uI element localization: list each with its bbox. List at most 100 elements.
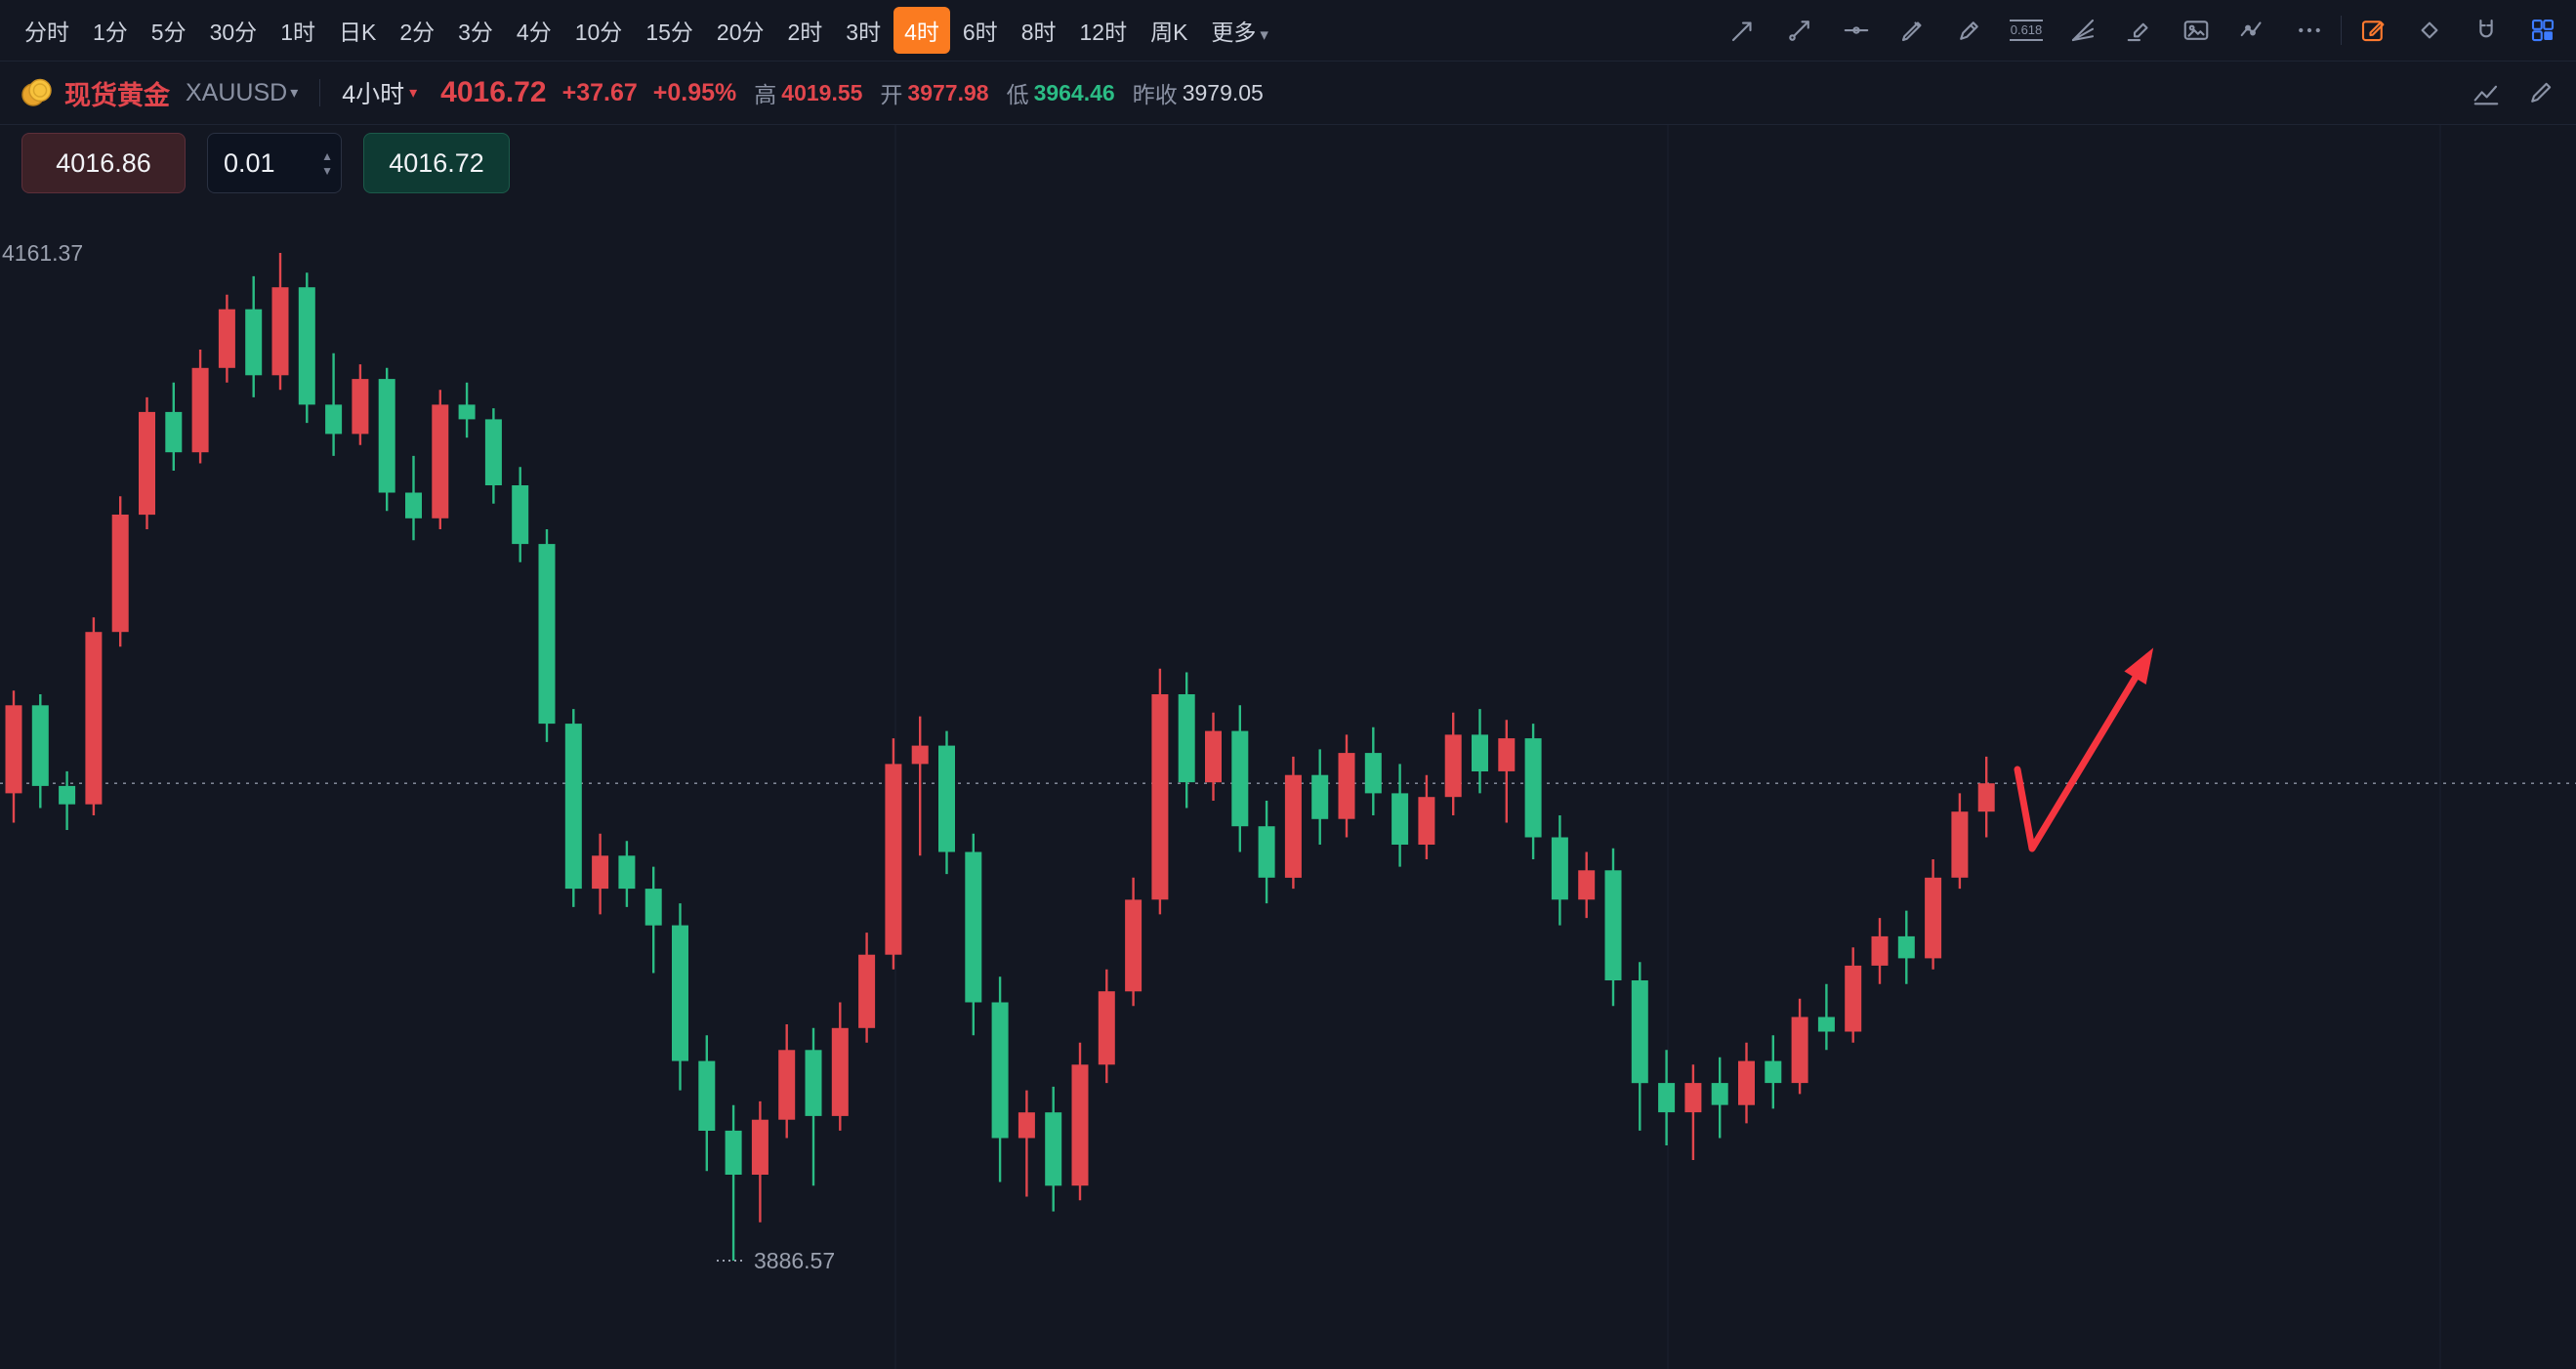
sell-button[interactable]: 4016.86 [21, 133, 186, 193]
magnet-icon[interactable] [2471, 15, 2502, 46]
pencil-draw-icon[interactable] [1897, 15, 1929, 46]
horizontal-line-icon[interactable] [1841, 15, 1872, 46]
stat-label: 低 [1006, 82, 1029, 107]
candle-body [1897, 935, 1915, 959]
stat-label: 昨收 [1132, 82, 1178, 107]
candle-body [592, 855, 609, 890]
arrow-head-icon [2124, 647, 2154, 684]
candle-body [1045, 1112, 1062, 1186]
quantity-increase-button[interactable]: ▲ [321, 148, 333, 163]
candle-body [1125, 899, 1143, 992]
low-price-label: 3886.57 [754, 1248, 835, 1273]
quantity-input[interactable]: 0.01 ▲ ▼ [207, 133, 342, 193]
candle-body [1498, 738, 1516, 771]
candle-body [5, 705, 22, 794]
timeframe-2时[interactable]: 2时 [777, 7, 834, 54]
candle-body [1364, 753, 1382, 794]
note-compose-icon[interactable] [2357, 15, 2389, 46]
quantity-value: 0.01 [224, 147, 275, 178]
candle-body [1311, 774, 1329, 819]
timeframe-日K[interactable]: 日K [328, 7, 387, 54]
gold-coin-icon [21, 78, 52, 106]
candle-body [618, 855, 636, 890]
chevron-down-icon: ▾ [409, 85, 418, 102]
trend-line-icon[interactable] [1727, 15, 1759, 46]
timeframe-4分[interactable]: 4分 [506, 7, 562, 54]
stat-label: 开 [880, 82, 903, 107]
top-toolbar: 分时 1分 5分 30分 1时 日K 2分 3分 4分 10分 15分 20分 2时 3时 4时 6时 8时 12… [0, 0, 2576, 62]
trade-panel: 4016.86 0.01 ▲ ▼ 4016.72 [21, 133, 510, 193]
timeframe-1分[interactable]: 1分 [82, 7, 139, 54]
marker-pen-icon[interactable] [1954, 15, 1985, 46]
stat-value: 3979.05 [1182, 79, 1264, 105]
timeframe-4时[interactable]: 4时 [893, 7, 950, 54]
candle-body [1098, 991, 1115, 1065]
candle-body [1925, 877, 1942, 959]
candle-body [698, 1060, 716, 1131]
toolbar-separator [2341, 16, 2342, 45]
ohlc-stats: 高 4019.55 开 3977.98 低 3964.46 昨收 3979.05 [736, 76, 1264, 109]
timeframe-10分[interactable]: 10分 [564, 7, 634, 54]
candlestick-chart[interactable]: 4161.37 3886.57 [0, 125, 2576, 1369]
compare-chart-icon[interactable] [2471, 77, 2502, 108]
candle-body [218, 309, 235, 368]
quantity-decrease-button[interactable]: ▼ [321, 163, 333, 178]
timeframe-more-menu[interactable]: 更多 ▾ [1200, 7, 1279, 54]
timeframe-2分[interactable]: 2分 [389, 7, 445, 54]
image-insert-icon[interactable] [2181, 15, 2212, 46]
drawing-toolbar: 0.618 [1727, 15, 2325, 46]
candle-body [965, 851, 982, 1003]
layout-grid-icon[interactable] [2527, 15, 2558, 46]
candle-body [991, 1002, 1009, 1139]
timeframe-12时[interactable]: 12时 [1068, 7, 1138, 54]
candle-body [564, 724, 582, 890]
candle-body [1258, 826, 1275, 878]
stat-label: 高 [754, 82, 777, 107]
candle-body [1018, 1112, 1035, 1139]
candle-body [1205, 730, 1222, 783]
candle-body [85, 632, 103, 805]
clear-diamond-icon[interactable] [2414, 15, 2445, 46]
candle-body [1444, 734, 1462, 798]
indicator-wave-icon[interactable] [2237, 15, 2268, 46]
candle-body [165, 411, 183, 453]
chart-area[interactable]: 4161.37 3886.57 4016.86 0.01 ▲ ▼ 4016.72 [0, 125, 2576, 1369]
edit-pencil-icon[interactable] [2525, 77, 2556, 108]
candle-body [352, 379, 369, 435]
timeframe-3分[interactable]: 3分 [447, 7, 504, 54]
candle-body [538, 544, 556, 725]
timeframe-3时[interactable]: 3时 [835, 7, 892, 54]
interval-selector[interactable]: 4小时 ▾ [336, 74, 423, 111]
candle-body [59, 785, 76, 805]
chevron-down-icon: ▾ [290, 85, 299, 102]
quantity-stepper: ▲ ▼ [321, 150, 333, 177]
gann-fan-icon[interactable] [2067, 15, 2098, 46]
timeframe-30分[interactable]: 30分 [199, 7, 269, 54]
candle-body [484, 419, 502, 485]
fib-retracement-icon[interactable]: 0.618 [2009, 15, 2044, 46]
timeframe-周K[interactable]: 周K [1140, 7, 1198, 54]
ray-arrow-icon[interactable] [1784, 15, 1815, 46]
timeframe-20分[interactable]: 20分 [706, 7, 775, 54]
buy-button[interactable]: 4016.72 [363, 133, 510, 193]
timeframe-分时[interactable]: 分时 [14, 7, 80, 54]
timeframe-15分[interactable]: 15分 [635, 7, 704, 54]
timeframe-1时[interactable]: 1时 [270, 7, 326, 54]
candle-body [672, 925, 688, 1061]
candle-body [858, 954, 876, 1028]
timeframe-6时[interactable]: 6时 [952, 7, 1009, 54]
candle-body [1684, 1083, 1702, 1113]
more-ellipsis-icon[interactable] [2294, 15, 2325, 46]
timeframe-5分[interactable]: 5分 [141, 7, 197, 54]
candle-body [831, 1027, 849, 1116]
candle-body [1231, 730, 1249, 827]
candle-body [725, 1130, 742, 1175]
drawn-arrow-annotation[interactable] [2014, 652, 2152, 852]
timeframe-8时[interactable]: 8时 [1011, 7, 1067, 54]
candle-body [1578, 870, 1596, 900]
symbol-selector[interactable]: XAUUSD ▾ [180, 78, 304, 108]
interval-label: 4小时 [342, 81, 405, 108]
highlighter-icon[interactable] [2124, 15, 2155, 46]
candle-body [1338, 753, 1355, 819]
candle-body [1951, 811, 1969, 878]
